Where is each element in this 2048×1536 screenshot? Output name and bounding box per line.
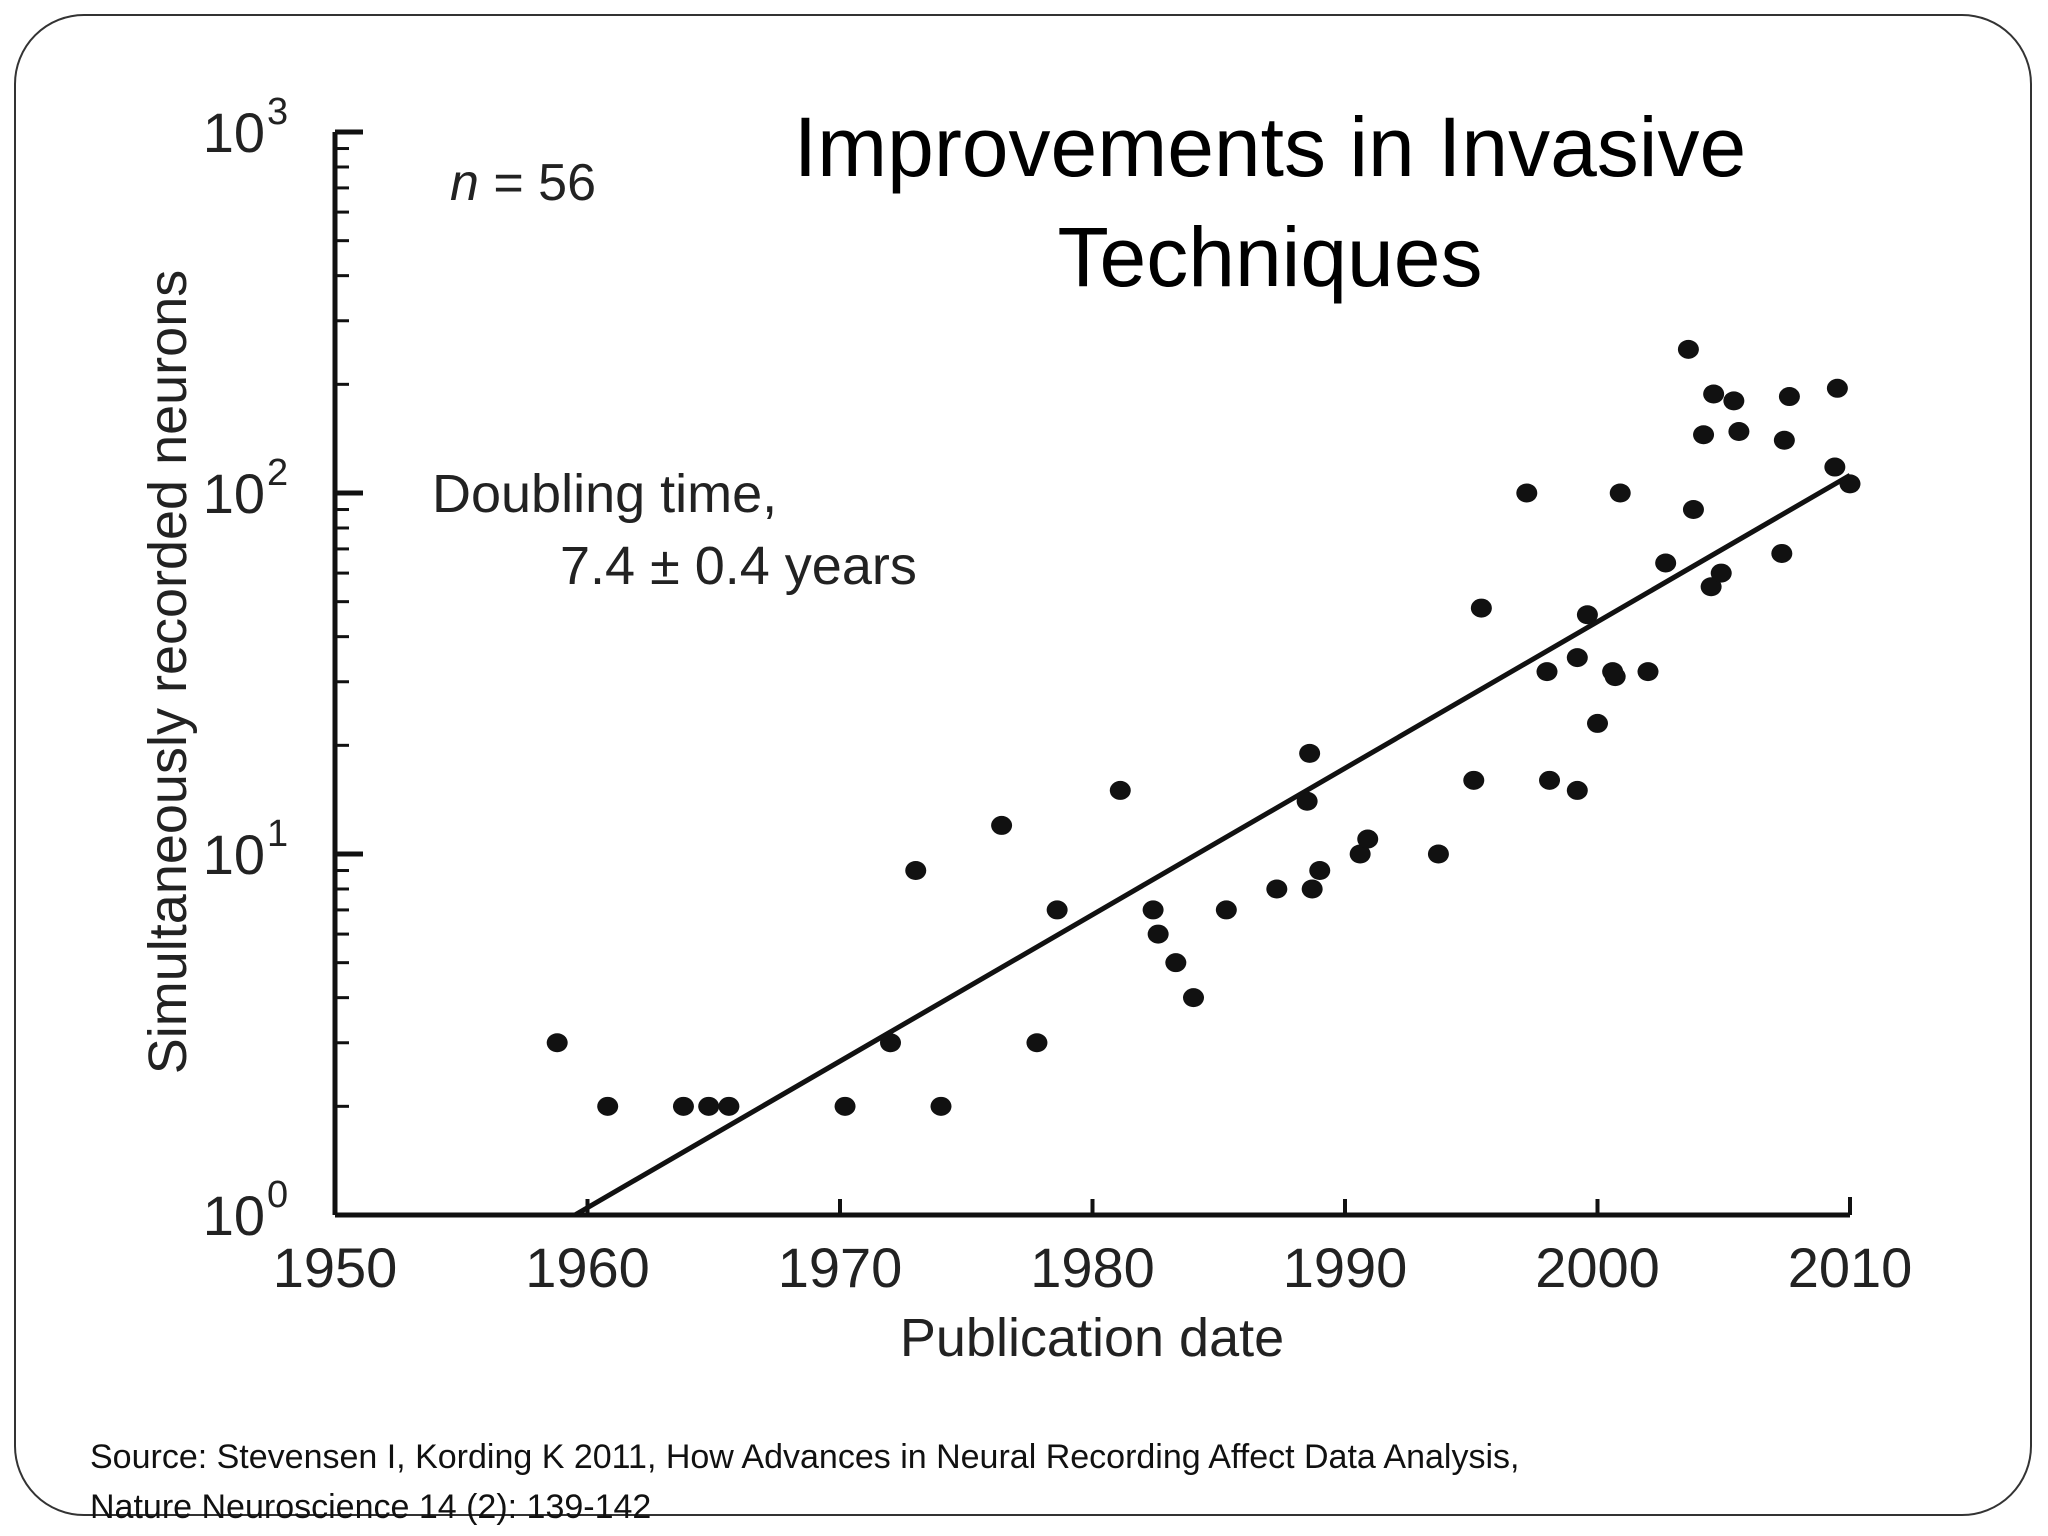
n-annotation: n = 56 (450, 154, 596, 212)
data-point (991, 815, 1013, 835)
data-point (1470, 598, 1492, 618)
doubling-annotation-line-2: 7.4 ± 0.4 years (560, 536, 917, 596)
data-point (1693, 425, 1715, 445)
data-point (1536, 662, 1558, 682)
fit-line (573, 473, 1852, 1218)
y-tick-label: 10 (203, 1184, 265, 1247)
data-point (1604, 667, 1626, 687)
data-point (1357, 829, 1379, 849)
data-point (672, 1096, 694, 1116)
x-tick-label: 1950 (273, 1236, 398, 1299)
data-point (905, 861, 927, 881)
y-tick-exponent: 2 (267, 452, 288, 494)
data-point (1147, 924, 1169, 944)
data-point (1427, 844, 1449, 864)
data-point (1266, 879, 1288, 899)
data-point (1026, 1033, 1048, 1053)
data-point (1576, 605, 1598, 625)
data-point (1703, 384, 1725, 404)
y-tick-label: 10 (203, 101, 265, 164)
data-point (1046, 900, 1068, 920)
data-point (1301, 879, 1323, 899)
data-point (1723, 391, 1745, 411)
y-axis-label: Simultaneously recorded neurons (138, 270, 198, 1074)
data-point (1539, 770, 1561, 790)
data-point (1655, 553, 1677, 573)
data-point (1566, 648, 1588, 668)
x-tick-label: 2010 (1788, 1236, 1913, 1299)
data-point (1824, 457, 1846, 477)
data-point (1463, 770, 1485, 790)
y-tick-exponent: 3 (267, 91, 288, 133)
doubling-annotation-line-1: Doubling time, (432, 464, 777, 524)
y-tick-label: 10 (203, 462, 265, 525)
data-points (546, 339, 1861, 1116)
data-point (1637, 662, 1659, 682)
data-point (1771, 543, 1793, 563)
data-point (1215, 900, 1237, 920)
x-tick-label: 2000 (1535, 1236, 1660, 1299)
slide-frame (14, 14, 2032, 1516)
slide-title: Improvements in Invasive Techniques (620, 92, 1920, 312)
data-point (1587, 713, 1608, 733)
data-point (1728, 422, 1750, 442)
y-tick-exponent: 1 (267, 813, 288, 855)
data-point (1566, 780, 1588, 800)
data-point (1677, 339, 1699, 359)
data-point (1609, 483, 1631, 503)
data-point (698, 1096, 720, 1116)
data-point (1839, 474, 1861, 494)
data-point (1710, 563, 1732, 583)
x-tick-label: 1970 (778, 1236, 903, 1299)
title-line-2: Techniques (1057, 210, 1483, 304)
data-point (1296, 791, 1318, 811)
title-line-1: Improvements in Invasive (793, 100, 1747, 194)
data-point (1682, 500, 1704, 520)
y-tick-exponent: 0 (267, 1174, 288, 1216)
data-point (1165, 953, 1187, 973)
source-line-2: Nature Neuroscience 14 (2): 139-142 (90, 1488, 652, 1526)
data-point (1109, 780, 1131, 800)
data-point (1309, 861, 1331, 881)
data-point (1516, 483, 1538, 503)
data-point (1700, 577, 1722, 597)
data-point (597, 1096, 619, 1116)
x-tick-label: 1960 (525, 1236, 650, 1299)
data-point (546, 1033, 568, 1053)
data-point (1183, 988, 1204, 1008)
data-point (1773, 430, 1795, 450)
x-tick-label: 1980 (1030, 1236, 1155, 1299)
data-point (1826, 378, 1848, 398)
data-point (1349, 844, 1371, 864)
data-point (930, 1096, 952, 1116)
source-citation: Source: Stevensen I, Kording K 2011, How… (90, 1432, 1990, 1532)
data-point (1778, 387, 1800, 407)
n-annotation-value: = 56 (479, 154, 596, 212)
x-axis-label: Publication date (900, 1308, 1284, 1368)
data-point (1142, 900, 1164, 920)
data-point (1299, 743, 1321, 763)
n-annotation-italic: n (450, 154, 479, 212)
source-line-1: Source: Stevensen I, Kording K 2011, How… (90, 1438, 1520, 1476)
data-point (880, 1033, 901, 1053)
y-minor-ticks (335, 147, 349, 1108)
data-point (718, 1096, 740, 1116)
data-point (834, 1096, 856, 1116)
y-tick-label: 10 (203, 823, 265, 886)
x-tick-label: 1990 (1283, 1236, 1408, 1299)
